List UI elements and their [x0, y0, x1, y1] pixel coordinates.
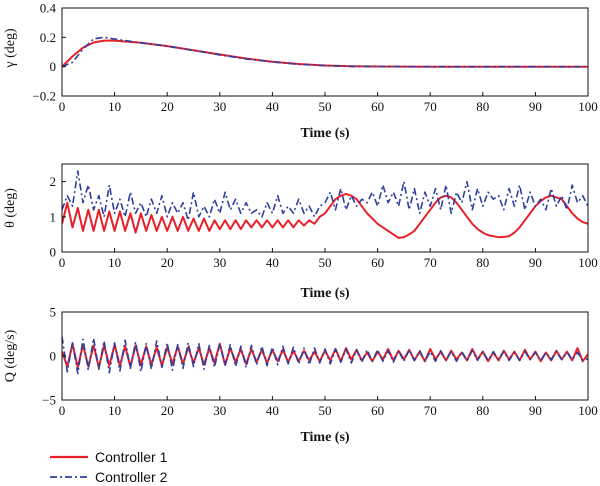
theta-ylabel: θ (deg): [3, 188, 18, 228]
q-x-tick-label: 30: [213, 403, 226, 418]
theta-x-tick-label: 30: [213, 255, 226, 270]
theta-y-tick-label: 0: [50, 245, 57, 260]
theta-x-tick-label: 40: [266, 255, 279, 270]
gamma-panel: γ (deg) Time (s) 0 10 20 30 40 50 60 70 80 90 100 −…: [3, 1, 598, 142]
q-y-tick-label: 0: [50, 349, 57, 364]
gamma-ylabel: γ (deg): [3, 28, 18, 69]
q-x-tick-label: 90: [529, 403, 542, 418]
gamma-x-tick-label: 50: [319, 99, 332, 114]
q-x-tick-label: 50: [319, 403, 332, 418]
q-ylabel: Q (deg/s): [3, 329, 18, 382]
theta-x-tick-label: 50: [319, 255, 332, 270]
q-x-tick-label: 100: [578, 403, 598, 418]
theta-x-tick-label: 90: [529, 255, 542, 270]
theta-y-tick-label: 1: [50, 209, 57, 224]
gamma-x-tick-label: 20: [161, 99, 174, 114]
theta-x-tick-label: 70: [424, 255, 437, 270]
theta-plot-frame: [61, 163, 589, 253]
theta-x-tick-label: 60: [371, 255, 384, 270]
q-y-tick-label: 5: [50, 305, 57, 320]
theta-xlabel: Time (s): [300, 286, 349, 301]
gamma-plot-frame: [61, 7, 589, 97]
gamma-x-tick-label: 80: [476, 99, 489, 114]
theta-x-tick-label: 100: [578, 255, 598, 270]
gamma-x-tick-label: 0: [59, 99, 66, 114]
gamma-x-tick-label: 90: [529, 99, 542, 114]
theta-series-controller-2: [62, 170, 588, 222]
q-y-tick-label: −5: [42, 393, 56, 408]
gamma-y-tick-label: 0.2: [40, 30, 56, 45]
theta-x-tick-label: 0: [59, 255, 66, 270]
q-panel: Q (deg/s) Time (s) 0 10 20 30 40 50 60 70 80 90 10…: [3, 305, 598, 446]
theta-panel: θ (deg) Time (s) 0 10 20 30 40 50 60 70 80 90 100 0…: [3, 163, 598, 301]
q-x-tick-label: 60: [371, 403, 384, 418]
legend-label-controller-1: Controller 1: [95, 449, 168, 465]
theta-x-tick-label: 80: [476, 255, 489, 270]
q-x-tick-label: 70: [424, 403, 437, 418]
q-series-controller-1: [62, 342, 588, 369]
gamma-series-controller-2: [62, 36, 588, 68]
q-x-tick-label: 40: [266, 403, 279, 418]
gamma-y-tick-label: 0: [50, 59, 57, 74]
theta-x-tick-label: 10: [108, 255, 121, 270]
gamma-y-tick-label: −0.2: [32, 89, 56, 104]
gamma-x-tick-label: 60: [371, 99, 384, 114]
q-x-tick-label: 80: [476, 403, 489, 418]
gamma-xlabel: Time (s): [300, 126, 349, 141]
theta-series-controller-1: [62, 192, 588, 239]
theta-y-tick-label: 2: [50, 174, 57, 189]
q-series-controller-2: [62, 336, 588, 375]
gamma-x-tick-label: 40: [266, 99, 279, 114]
q-x-tick-label: 0: [59, 403, 66, 418]
q-x-tick-label: 20: [161, 403, 174, 418]
theta-x-tick-label: 20: [161, 255, 174, 270]
legend: Controller 1 Controller 2: [50, 449, 168, 485]
q-plot-frame: [61, 311, 589, 401]
gamma-x-tick-label: 30: [213, 99, 226, 114]
gamma-x-tick-label: 70: [424, 99, 437, 114]
q-xlabel: Time (s): [300, 430, 349, 445]
gamma-series-controller-1: [62, 39, 588, 68]
gamma-y-tick-label: 0.4: [40, 1, 57, 16]
gamma-x-tick-label: 10: [108, 99, 121, 114]
q-x-tick-label: 10: [108, 403, 121, 418]
gamma-x-tick-label: 100: [578, 99, 598, 114]
legend-label-controller-2: Controller 2: [95, 469, 168, 485]
